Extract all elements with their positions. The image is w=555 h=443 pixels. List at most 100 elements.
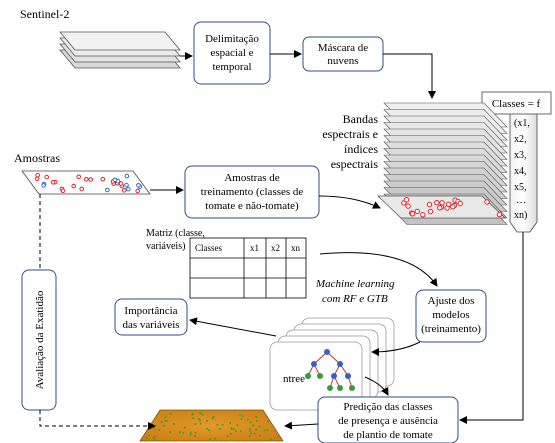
predicao-line-1: Predição das classes [343,401,432,413]
ajuste-line-1: Ajuste dos [428,295,475,307]
tree-cards: ntree [269,317,395,411]
matriz-line-1: Matriz (classe, [146,228,205,239]
table-header-xn: xn [291,243,301,253]
var-x5: x5, [514,182,527,193]
map-speck [249,421,252,424]
map-speck [146,437,149,439]
sample-point [100,176,106,182]
ml-line-2: com RF e GTB [322,293,388,305]
map-speck [158,429,161,431]
stack-sample-point [414,208,420,215]
map-speck [152,437,155,439]
map-speck [182,432,184,434]
var-x4: x4, [514,166,527,177]
map-speck [164,419,167,422]
arrow-table-to-ajuste [319,252,438,287]
sample-point [41,183,46,188]
sample-point [118,181,124,186]
map-speck [221,424,224,426]
map-speck [229,421,232,424]
sample-point [44,174,50,180]
map-speck [249,430,252,433]
stack-sample-point [446,201,452,208]
map-speck [219,428,222,430]
ajuste-box: Ajuste dos modelos (treinamento) [415,289,487,343]
sample-point [126,186,131,192]
sample-point [34,176,40,182]
map-speck [206,427,208,430]
avaliacao-box: Avaliação da Exatidão [21,269,57,411]
map-speck [199,412,202,415]
sample-point [124,173,130,179]
delimitacao-line-3: temporal [212,61,251,73]
arrow-treino-to-stack [318,195,381,209]
arrow-classes-to-predicao [459,232,524,424]
map-speck [206,420,208,422]
delimitacao-line-1: Delimitação [205,33,259,45]
map-speck [214,437,216,440]
map-speck [212,416,215,418]
map-speck [270,438,272,440]
stack-sample-point [420,212,426,218]
delimitacao-line-2: espacial e [210,47,253,59]
map-speck [201,413,204,416]
sample-point [136,183,141,188]
ml-line-1: Machine learning [315,278,395,290]
stack-sample-point [409,211,416,217]
map-speck [194,435,196,437]
map-specks [146,412,272,441]
arrows [39,50,524,430]
importancia-line-2: das variáveis [122,319,179,331]
map-speck [233,428,236,431]
classified-map [139,409,284,442]
map-speck [162,424,165,427]
table-header-classes: Classes [195,243,222,253]
stack-sample-point [405,203,411,209]
mascara-line-1: Máscara de [318,42,369,54]
map-speck [209,438,211,440]
stack-sample-point [450,204,456,210]
sample-point [76,174,81,180]
dashed-avaliacao-to-map [39,410,156,430]
treino-line-2: treinamento (classes de [201,186,304,198]
predicao-line-2: de presença e ausência [338,415,438,427]
map-speck [184,426,186,429]
sample-dots [34,172,143,194]
map-speck [258,425,261,428]
map-speck [169,431,171,434]
arrow-ajuste-to-trees [371,341,421,356]
map-speck [258,434,261,437]
stack-sample-point [434,200,440,206]
sample-point [84,177,89,182]
map-speck [169,413,172,415]
predicao-line-3: de plantio de tomate [343,429,433,441]
map-speck [199,419,201,422]
sample-point [122,188,127,193]
sentinel-label: Sentinel-2 [20,7,69,21]
map-speck [239,413,242,416]
map-speck [166,420,168,422]
matriz-line-2: variáveis) [146,241,185,252]
stack-sample-point [403,197,410,203]
stack-sample-point [437,205,443,211]
map-speck [173,423,175,425]
sample-point [60,188,66,193]
var-x2: x2, [514,134,527,145]
importancia-box: Importância das variáveis [114,298,188,336]
map-speck [211,417,214,420]
classes-function-box: Classes = f (x1, x2, x3, x4, x5, … xn) [481,91,552,233]
stack-sample-point [457,200,463,207]
treino-line-1: Amostras de [224,172,279,184]
map-speck [249,428,251,430]
sample-point [50,180,56,185]
map-speck [164,416,167,419]
mascara-line-2: nuvens [327,55,358,67]
sample-point [79,186,84,192]
stack-sample-point [427,208,434,215]
stack-sample-point [496,211,503,218]
band-stack [377,102,508,225]
map-speck [148,434,151,437]
mascara-box: Máscara de nuvens [302,36,384,72]
